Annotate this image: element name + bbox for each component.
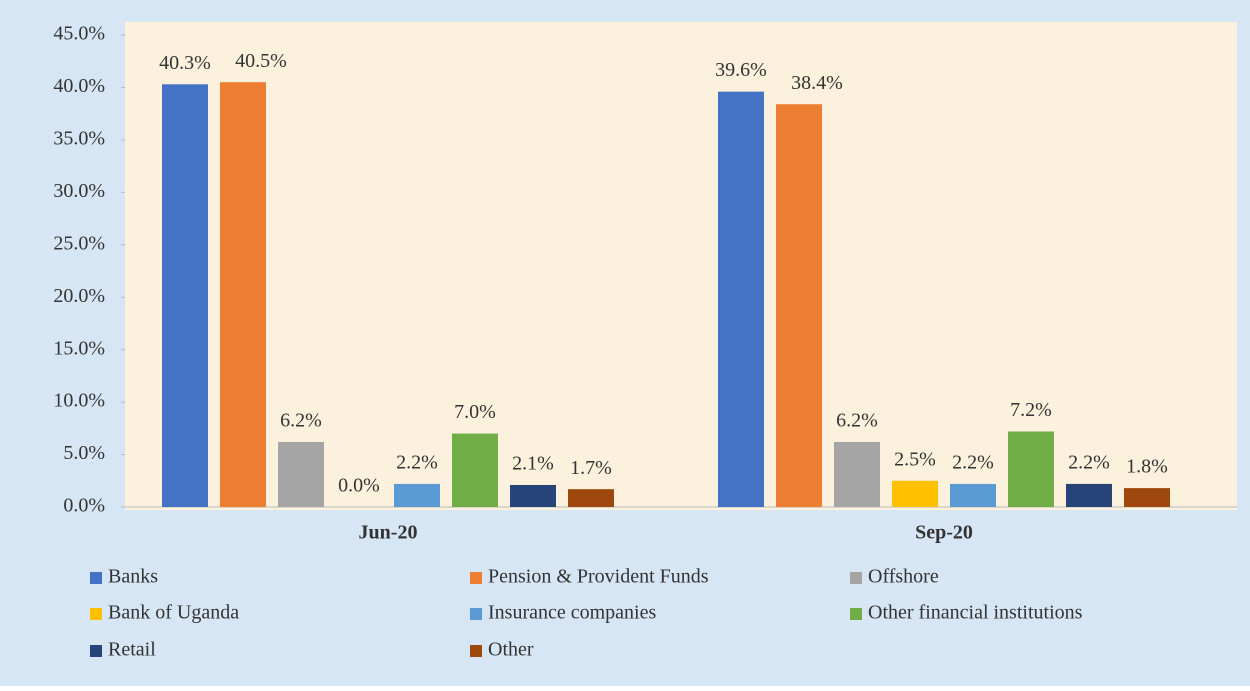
data-label: 1.8%	[1126, 456, 1168, 478]
bar	[834, 441, 880, 507]
bar	[510, 484, 556, 507]
y-tick-label: 15.0%	[53, 337, 105, 359]
y-tick-label: 40.0%	[53, 75, 105, 97]
legend-swatch	[850, 572, 862, 584]
plot-background	[125, 22, 1237, 510]
bar	[278, 441, 324, 507]
legend-label: Offshore	[868, 566, 939, 588]
data-label: 40.3%	[159, 52, 211, 74]
data-label: 39.6%	[715, 59, 767, 81]
bar	[220, 82, 266, 507]
data-label: 2.1%	[512, 453, 554, 475]
data-label: 6.2%	[836, 410, 878, 432]
legend-label: Insurance companies	[488, 602, 656, 624]
bar	[776, 104, 822, 507]
bar	[718, 91, 764, 507]
y-tick-label: 5.0%	[63, 442, 105, 464]
data-label: 40.5%	[235, 50, 287, 72]
bar	[1008, 431, 1054, 507]
bar	[950, 483, 996, 507]
bar	[1066, 483, 1112, 507]
bar	[568, 489, 614, 507]
data-label: 2.2%	[952, 452, 994, 474]
legend-label: Other	[488, 639, 534, 661]
data-label: 2.2%	[396, 452, 438, 474]
x-tick-label: Sep-20	[915, 522, 973, 544]
data-label: 1.7%	[570, 457, 612, 479]
legend-swatch	[470, 572, 482, 584]
data-label: 7.0%	[454, 401, 496, 423]
legend-swatch	[470, 645, 482, 657]
legend-swatch	[90, 572, 102, 584]
data-label: 7.2%	[1010, 399, 1052, 421]
legend-label: Pension & Provident Funds	[488, 566, 709, 588]
y-tick-label: 30.0%	[53, 180, 105, 202]
legend-swatch	[90, 645, 102, 657]
y-tick-label: 25.0%	[53, 232, 105, 254]
legend-swatch	[850, 608, 862, 620]
bar	[1124, 488, 1170, 507]
legend-swatch	[470, 608, 482, 620]
bar	[892, 480, 938, 507]
data-label: 38.4%	[791, 72, 843, 94]
legend-label: Banks	[108, 566, 158, 588]
bar	[452, 433, 498, 507]
legend-swatch	[90, 608, 102, 620]
data-label: 2.2%	[1068, 452, 1110, 474]
y-tick-label: 10.0%	[53, 390, 105, 412]
legend-label: Other financial institutions	[868, 602, 1083, 624]
bar	[394, 483, 440, 507]
y-tick-label: 0.0%	[63, 495, 105, 517]
data-label: 0.0%	[338, 475, 380, 497]
y-tick-label: 45.0%	[53, 23, 105, 45]
y-tick-label: 20.0%	[53, 285, 105, 307]
data-label: 6.2%	[280, 410, 322, 432]
legend-label: Retail	[108, 639, 156, 661]
y-tick-label: 35.0%	[53, 127, 105, 149]
bar	[162, 84, 208, 507]
x-tick-label: Jun-20	[359, 522, 418, 544]
data-label: 2.5%	[894, 448, 936, 470]
legend-label: Bank of Uganda	[108, 602, 239, 624]
